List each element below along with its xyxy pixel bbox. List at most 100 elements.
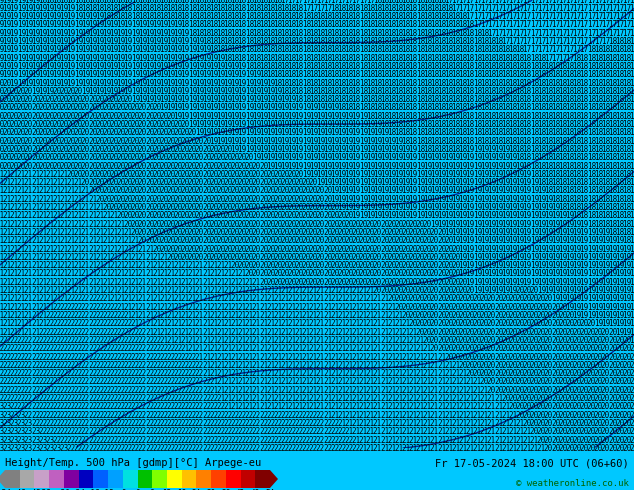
Text: 19: 19 [230, 145, 240, 154]
Text: 21: 21 [287, 336, 297, 345]
Text: 19: 19 [117, 45, 126, 54]
Text: 19: 19 [188, 78, 197, 88]
Text: 22: 22 [109, 344, 119, 353]
Text: 21: 21 [216, 294, 226, 303]
Text: 20: 20 [195, 220, 204, 229]
Text: 18: 18 [586, 45, 596, 54]
Text: 19: 19 [195, 128, 204, 137]
Text: 21: 21 [245, 402, 254, 411]
Text: 18: 18 [622, 53, 631, 63]
Text: 20: 20 [223, 236, 233, 245]
Text: 18: 18 [451, 21, 460, 29]
Text: 23: 23 [10, 444, 19, 453]
Text: 20: 20 [316, 278, 325, 287]
Text: 18: 18 [608, 211, 618, 220]
Text: 21: 21 [16, 178, 26, 187]
Text: 21: 21 [230, 394, 240, 403]
Text: 22: 22 [259, 436, 268, 444]
Text: 18: 18 [586, 53, 596, 63]
Text: 20: 20 [615, 377, 624, 387]
Text: 19: 19 [501, 162, 510, 171]
Text: 21: 21 [295, 294, 304, 303]
Text: 21: 21 [81, 211, 90, 220]
Text: 22: 22 [124, 352, 133, 362]
Text: 20: 20 [608, 352, 618, 362]
Text: 18: 18 [601, 112, 610, 121]
Text: 20: 20 [166, 145, 176, 154]
Text: 17: 17 [586, 12, 596, 21]
Text: 21: 21 [181, 311, 190, 320]
Text: 20: 20 [74, 87, 83, 96]
Text: 19: 19 [252, 78, 261, 88]
Text: 21: 21 [287, 394, 297, 403]
Text: 18: 18 [451, 62, 460, 71]
Text: 18: 18 [373, 112, 382, 121]
Text: 18: 18 [586, 187, 596, 196]
Text: 20: 20 [287, 253, 297, 262]
Text: 19: 19 [501, 178, 510, 187]
Text: 18: 18 [195, 0, 204, 4]
Text: 19: 19 [573, 278, 581, 287]
Text: 21: 21 [508, 427, 517, 436]
Text: 22: 22 [109, 361, 119, 370]
Text: 21: 21 [352, 336, 361, 345]
Text: 22: 22 [74, 386, 83, 395]
Text: 19: 19 [352, 203, 361, 212]
Text: 19: 19 [586, 278, 596, 287]
Text: 20: 20 [330, 220, 339, 229]
Text: 18: 18 [437, 53, 446, 63]
Text: 20: 20 [594, 436, 603, 444]
Text: 20: 20 [544, 419, 553, 428]
Text: 20: 20 [622, 386, 631, 395]
Text: 21: 21 [60, 270, 68, 278]
Text: 18: 18 [273, 0, 282, 4]
Text: 21: 21 [408, 394, 418, 403]
Text: 21: 21 [423, 436, 432, 444]
Text: 19: 19 [501, 261, 510, 270]
Text: 19: 19 [487, 178, 496, 187]
Text: 19: 19 [558, 286, 567, 295]
Text: 22: 22 [3, 336, 12, 345]
Text: 21: 21 [95, 203, 105, 212]
Text: 18: 18 [302, 12, 311, 21]
Text: 18: 18 [579, 153, 589, 162]
Text: 18: 18 [423, 62, 432, 71]
Text: 21: 21 [273, 344, 282, 353]
Text: 18: 18 [337, 37, 347, 46]
Text: 18: 18 [444, 103, 453, 112]
Text: 18: 18 [401, 29, 411, 38]
Text: 17: 17 [508, 29, 517, 38]
Text: 18: 18 [444, 37, 453, 46]
Text: 21: 21 [515, 444, 525, 453]
Text: -24: -24 [72, 489, 86, 490]
Text: 19: 19 [181, 62, 190, 71]
Text: 21: 21 [344, 336, 354, 345]
Text: 21: 21 [437, 386, 446, 395]
Text: 19: 19 [16, 29, 26, 38]
Text: 21: 21 [252, 336, 261, 345]
Text: 20: 20 [316, 236, 325, 245]
Text: 22: 22 [124, 377, 133, 387]
Text: 17: 17 [601, 21, 610, 29]
Text: 21: 21 [216, 311, 226, 320]
Text: 19: 19 [529, 270, 539, 278]
Text: 18: 18 [473, 45, 482, 54]
Text: 21: 21 [437, 427, 446, 436]
Text: 20: 20 [174, 245, 183, 254]
Text: 18: 18 [594, 170, 603, 179]
Text: 21: 21 [344, 427, 354, 436]
Text: 18: 18 [394, 95, 404, 104]
Text: 20: 20 [373, 220, 382, 229]
Text: 19: 19 [529, 253, 539, 262]
Text: 22: 22 [102, 386, 112, 395]
Text: 20: 20 [551, 352, 560, 362]
Text: 19: 19 [380, 170, 389, 179]
Text: 19: 19 [309, 162, 318, 171]
Text: 17: 17 [544, 29, 553, 38]
Text: 19: 19 [74, 62, 83, 71]
Text: 21: 21 [53, 228, 61, 237]
Text: 19: 19 [60, 78, 68, 88]
Text: 18: 18 [630, 236, 634, 245]
Text: 20: 20 [295, 245, 304, 254]
Text: 20: 20 [501, 361, 510, 370]
